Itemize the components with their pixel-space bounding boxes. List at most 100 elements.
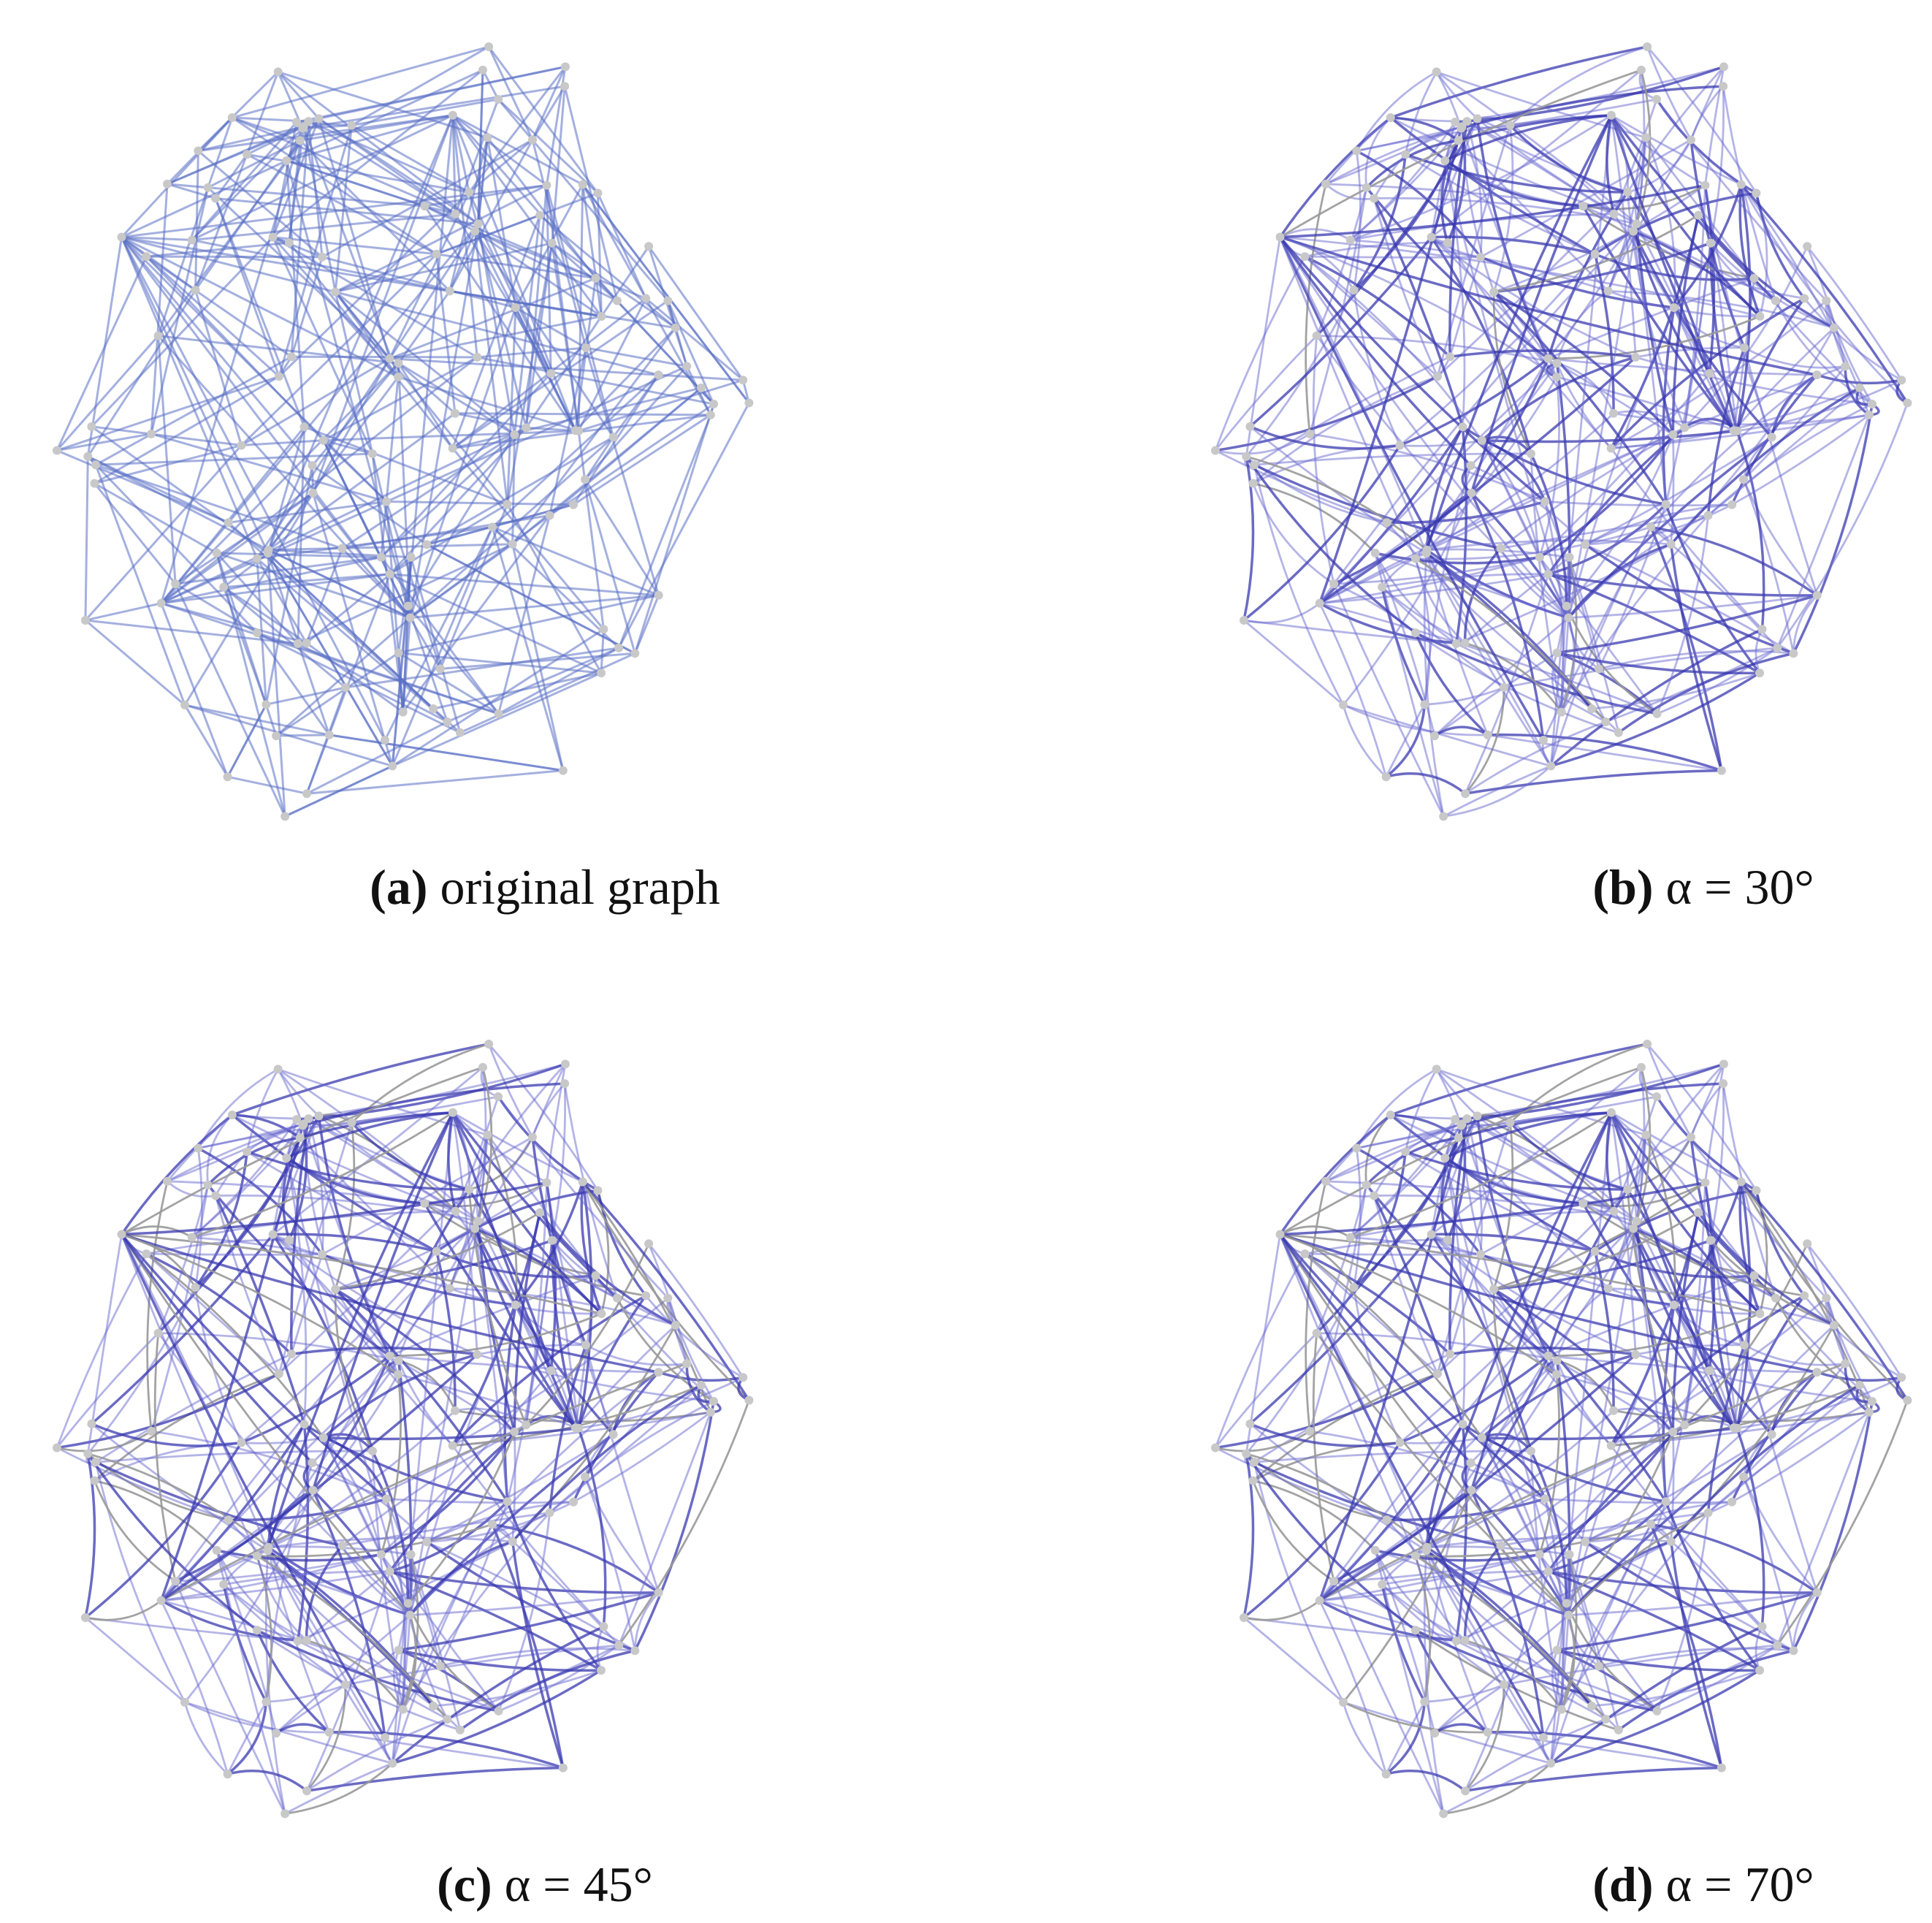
node [593, 189, 603, 198]
edge [266, 1683, 346, 1703]
edge [1731, 414, 1870, 506]
edge [226, 1702, 268, 1775]
node [1594, 1661, 1603, 1671]
edge [409, 1512, 551, 1616]
node [1477, 1433, 1486, 1442]
node [264, 1542, 273, 1552]
node [91, 460, 101, 470]
edge [1414, 1555, 1466, 1642]
edge [423, 1203, 577, 1429]
panel-label: (a) [370, 859, 427, 915]
node [696, 1380, 706, 1390]
node [1378, 582, 1387, 592]
edge [161, 556, 382, 605]
edge [1738, 1181, 1762, 1314]
edge [1670, 1431, 1675, 1542]
node [591, 273, 600, 283]
edge [1252, 1480, 1335, 1583]
edge [86, 237, 123, 457]
edge [1738, 184, 1762, 317]
edge [474, 1227, 646, 1297]
edge [1414, 632, 1489, 736]
node [1432, 1065, 1441, 1074]
edge [1550, 628, 1763, 767]
panel-label: (b) [1592, 859, 1653, 915]
edge [121, 1181, 547, 1236]
edge [398, 594, 660, 654]
edge [1582, 205, 1755, 280]
edge [584, 365, 688, 481]
edge [85, 1616, 186, 1703]
node [429, 1702, 438, 1711]
edge [91, 425, 269, 555]
node [706, 1407, 715, 1417]
edge [184, 1701, 329, 1734]
edge [1319, 365, 1846, 604]
node [1543, 569, 1553, 579]
edge [334, 1122, 356, 1290]
edge [538, 1211, 676, 1327]
edge [1617, 652, 1794, 734]
node [644, 1239, 654, 1249]
edge [491, 1523, 565, 1768]
edge [584, 1433, 614, 1477]
edge [317, 1116, 392, 1357]
edge [191, 1111, 454, 1238]
edge [563, 1083, 619, 1299]
edge [334, 1289, 374, 1452]
edge [551, 242, 618, 302]
node [494, 709, 503, 718]
node [503, 500, 512, 509]
node [1461, 789, 1470, 799]
node [337, 544, 347, 553]
edge [1243, 1599, 1321, 1621]
panel [52, 42, 754, 821]
edge [1530, 1450, 1563, 1710]
node [1803, 1239, 1812, 1249]
node [252, 628, 261, 638]
node [630, 649, 640, 658]
edge [409, 1221, 480, 1615]
node [1535, 1550, 1544, 1559]
edge [306, 769, 563, 795]
node [547, 238, 557, 248]
edge [514, 1304, 577, 1428]
edge [1332, 583, 1445, 818]
edge [398, 1648, 602, 1672]
node [1646, 522, 1656, 532]
edge [577, 1428, 607, 1627]
edge [121, 236, 386, 741]
node [1829, 1320, 1839, 1330]
edge [497, 1096, 669, 1299]
node [1420, 1697, 1429, 1707]
node [1581, 1537, 1590, 1547]
edge [1610, 297, 1806, 449]
edge [440, 652, 635, 670]
edge [1731, 1411, 1870, 1503]
edge [1776, 1400, 1909, 1646]
node [1703, 1508, 1713, 1518]
edge [306, 1766, 563, 1792]
node [1552, 648, 1562, 658]
node [663, 296, 673, 305]
edge [1568, 224, 1638, 618]
edge [121, 236, 313, 467]
edge [1449, 1347, 1636, 1356]
edge [334, 125, 353, 292]
edge [1443, 160, 1466, 427]
edge [1548, 357, 1817, 376]
edge [1744, 346, 1846, 369]
node [80, 616, 90, 625]
edge [1548, 1355, 1817, 1374]
node [398, 707, 408, 717]
node [1499, 683, 1508, 693]
node [1432, 67, 1441, 77]
node [1609, 209, 1619, 218]
edge [546, 1064, 567, 1183]
edge [1605, 115, 1616, 215]
node [227, 1111, 237, 1120]
edge [1430, 236, 1636, 359]
node [382, 497, 392, 506]
node [403, 1599, 413, 1608]
edge [1709, 242, 1835, 330]
